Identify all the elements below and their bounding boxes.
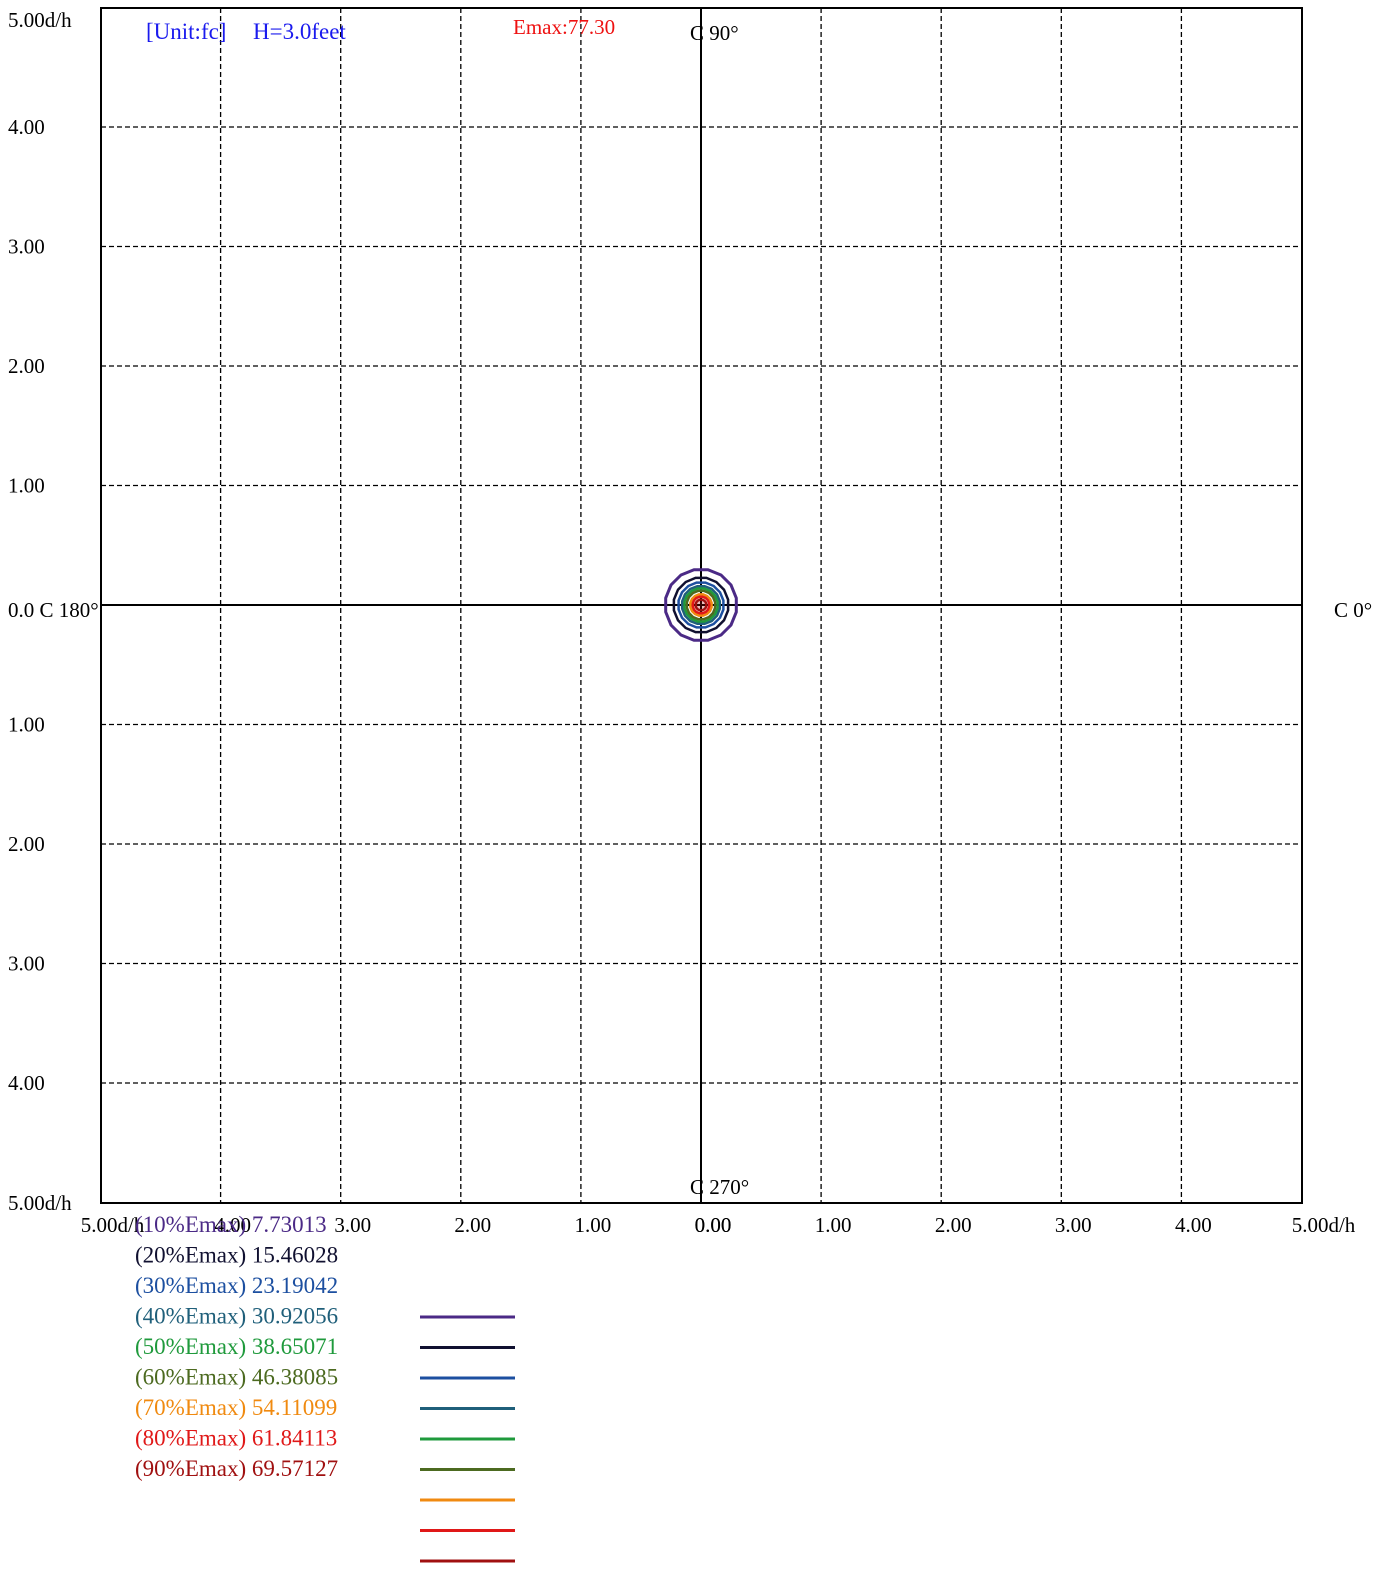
x-tick-label: 5.00d/h: [81, 1213, 145, 1237]
legend-label: (50%Emax) 38.65071: [135, 1334, 338, 1359]
legend-label: (40%Emax) 30.92056: [135, 1304, 338, 1329]
legend-label: (70%Emax) 54.11099: [135, 1395, 337, 1420]
x-tick-labels: 5.00d/h 4.00 3.00 2.00 1.00 0.000.00 1.00 2.00 3…: [81, 1213, 1356, 1237]
legend-label: (20%Emax) 15.46028: [135, 1243, 338, 1268]
legend-label: (80%Emax) 61.84113: [135, 1426, 337, 1451]
contour-lines: [664, 568, 738, 642]
legend-label: (10%Emax) 7.73013: [135, 1212, 327, 1237]
x-tick-label: 2.00: [935, 1213, 972, 1237]
c180-label: 0.0 C 180°: [8, 598, 99, 622]
y-tick-label: 5.00d/h: [8, 8, 72, 32]
c270-label: C 270°: [690, 1175, 749, 1199]
x-tick-label: 1.00: [815, 1213, 852, 1237]
x-tick-label: 4.00: [1175, 1213, 1212, 1237]
x-tick-label: 0.00: [695, 1213, 732, 1237]
y-tick-label: 3.00: [8, 235, 45, 259]
c0-label: C 0°: [1334, 598, 1372, 622]
contour-line-90pct: [694, 598, 708, 612]
contour-line-50pct: [683, 587, 719, 623]
y-tick-label: 5.00d/h: [8, 1191, 72, 1215]
contour-line-20pct: [672, 576, 730, 634]
contour-line-40pct: [680, 584, 722, 626]
legend-label: (60%Emax) 46.38085: [135, 1365, 338, 1390]
y-tick-label: 1.00: [8, 713, 45, 737]
legend-label: (30%Emax) 23.19042: [135, 1273, 338, 1298]
y-tick-label: 4.00: [8, 115, 45, 139]
x-tick-label: 5.00d/h: [1292, 1213, 1356, 1237]
y-tick-label: 2.00: [8, 354, 45, 378]
contour-line-70pct: [689, 593, 713, 617]
x-tick-label: 3.00: [1055, 1213, 1092, 1237]
x-tick-label: 0.00: [695, 1213, 732, 1237]
emax-label: Emax:77.30: [513, 15, 615, 39]
y-tick-label: 2.00: [8, 832, 45, 856]
c90-label: C 90°: [690, 21, 739, 45]
contour-line-60pct: [685, 589, 717, 621]
legend-label: (90%Emax) 69.57127: [135, 1456, 338, 1481]
contour-line-30pct: [677, 581, 725, 629]
y-tick-label: 1.00: [8, 474, 45, 498]
y-tick-label: 4.00: [8, 1071, 45, 1095]
unit-label: [Unit:fc]: [146, 19, 226, 44]
x-tick-label: 2.00: [454, 1213, 491, 1237]
contour-line-10pct: [664, 568, 738, 642]
y-tick-label: 3.00: [8, 952, 45, 976]
x-tick-label: 4.00: [214, 1213, 251, 1237]
height-label: H=3.0feet: [253, 19, 346, 44]
legend: (10%Emax) 7.73013 (20%Emax) 15.46028 (30%E…: [135, 1212, 515, 1563]
y-tick-labels: 5.00d/h 4.00 3.00 2.00 1.00 1.00 2.00 3.00 4.00 5…: [8, 8, 72, 1215]
x-tick-label: 1.00: [575, 1213, 612, 1237]
x-tick-label: 3.00: [334, 1213, 371, 1237]
